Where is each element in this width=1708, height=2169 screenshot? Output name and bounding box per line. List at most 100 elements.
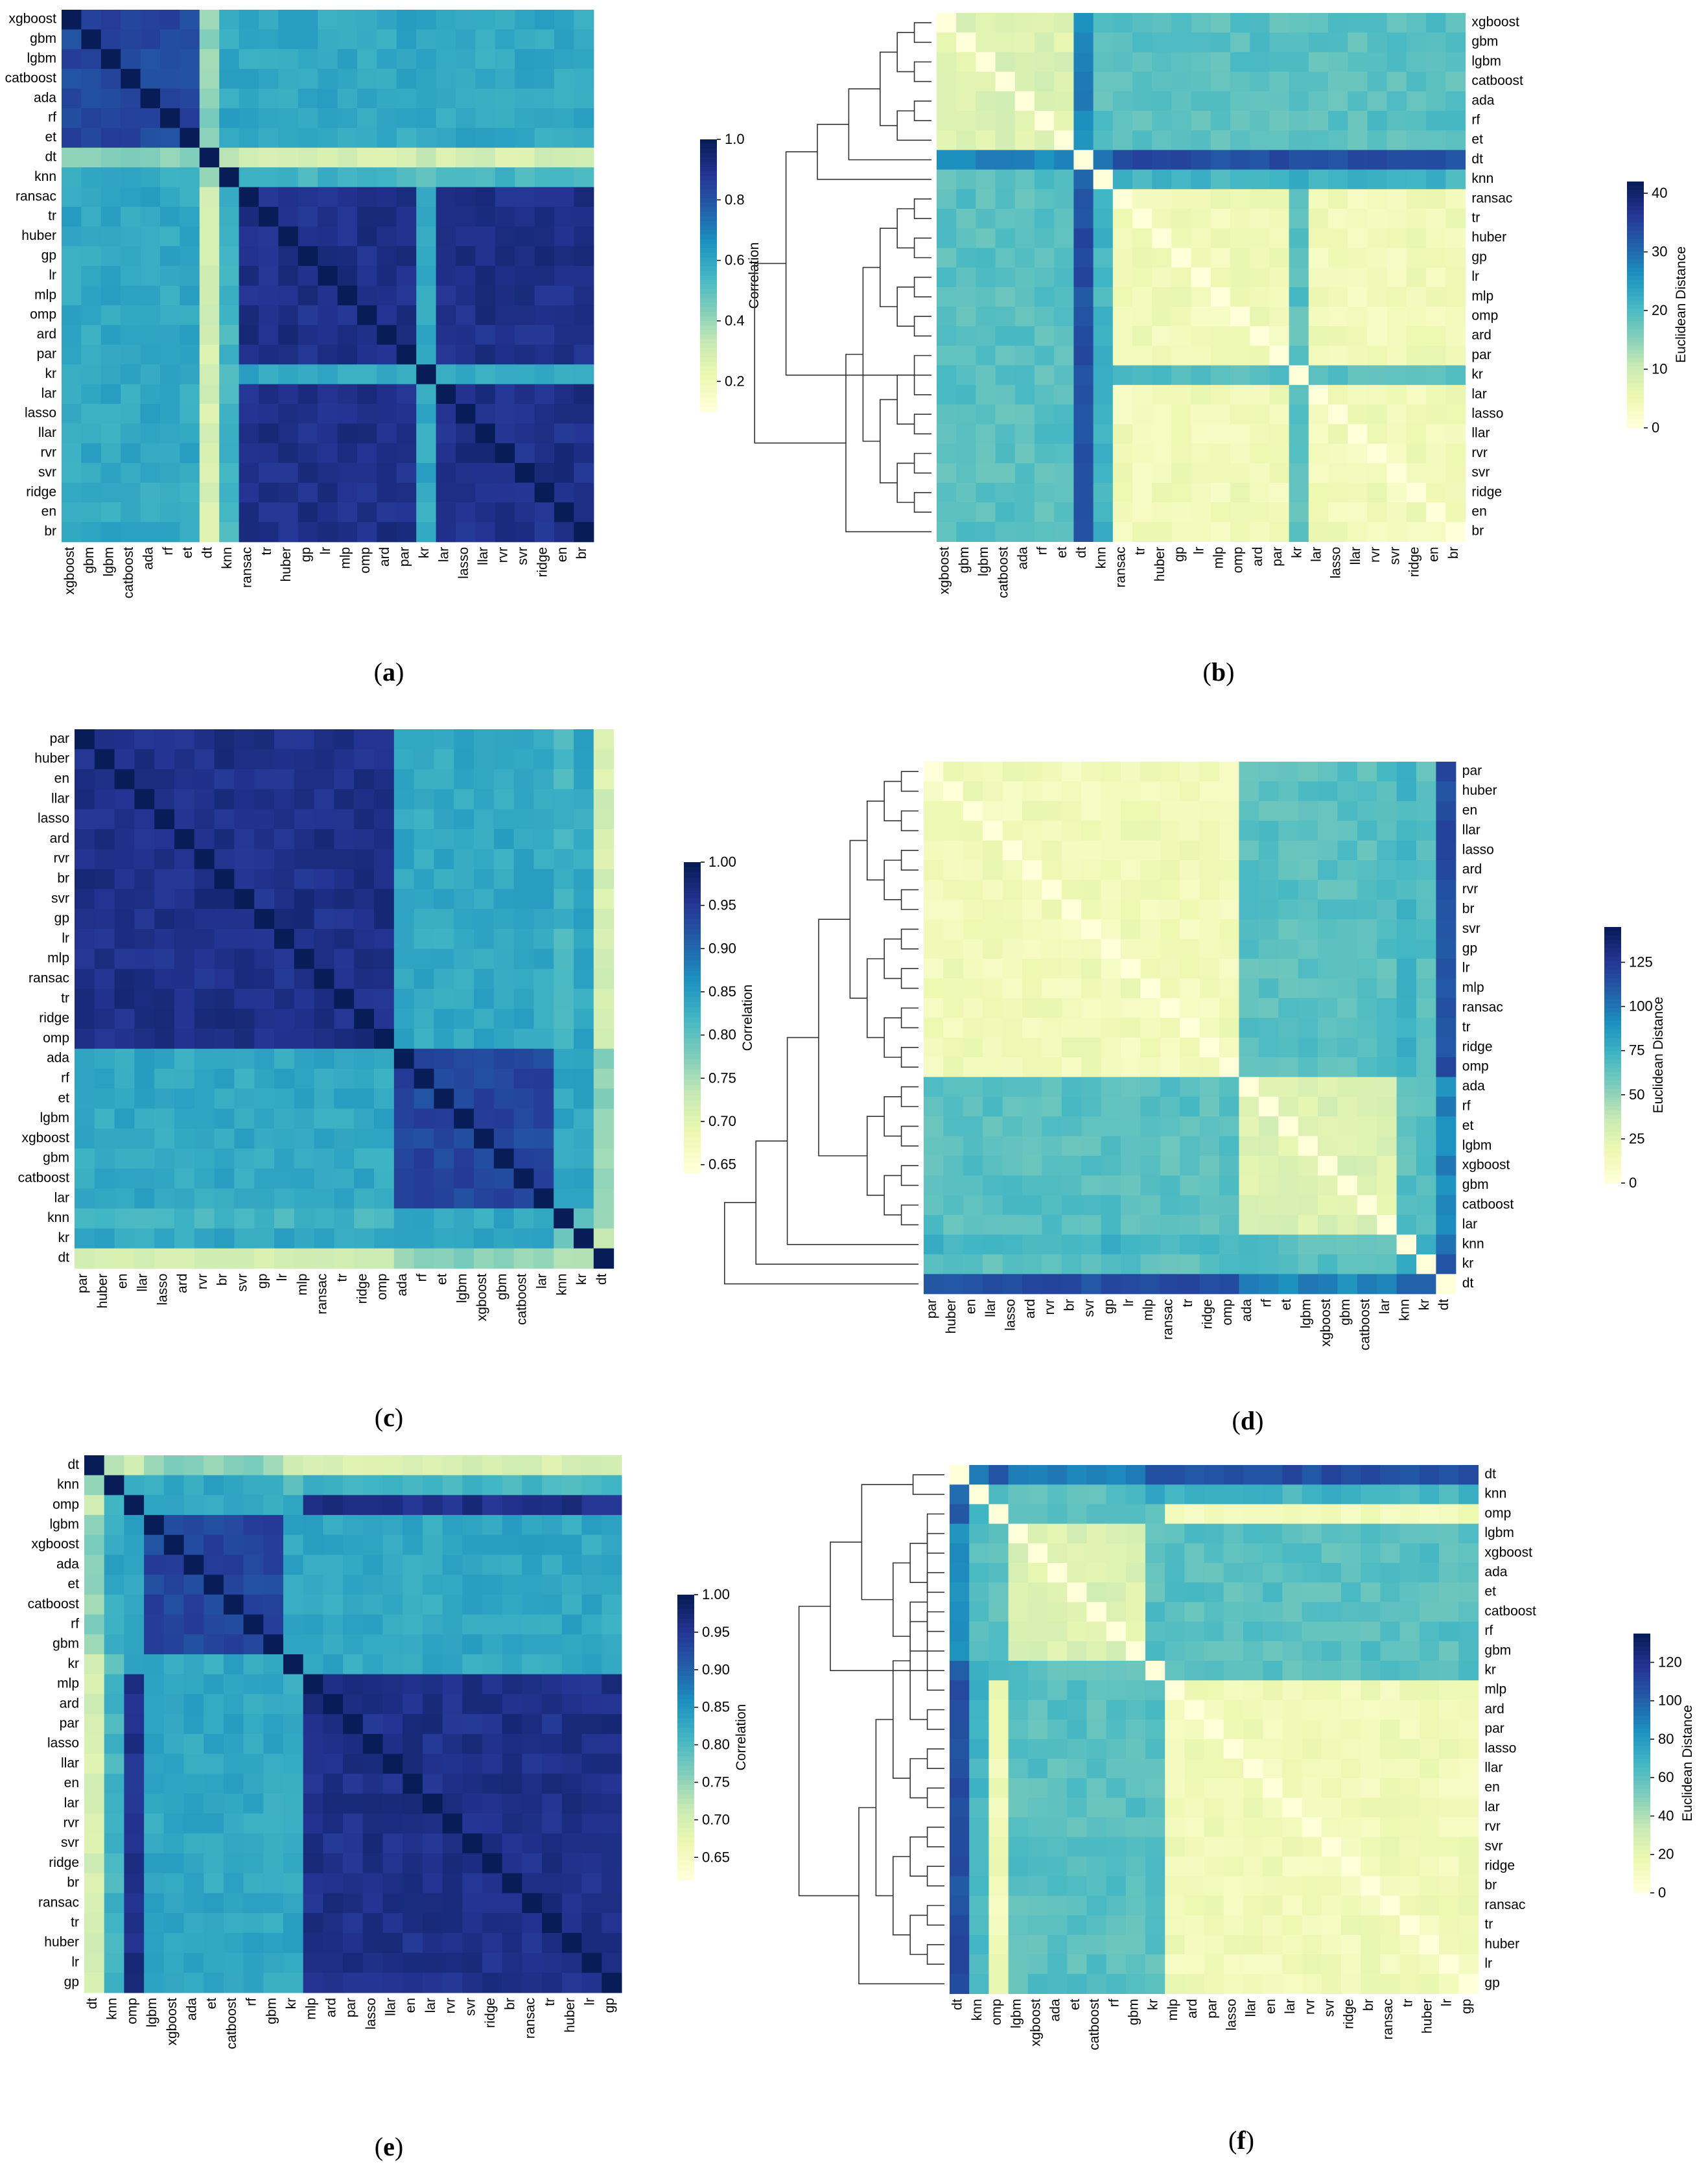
heatmap-cell (1328, 384, 1348, 405)
heatmap-cell (1035, 365, 1055, 386)
heatmap-cell (474, 1029, 495, 1049)
heatmap-cell (154, 1208, 175, 1229)
heatmap-cell (134, 1068, 155, 1089)
heatmap-cell (274, 1129, 295, 1149)
heatmap-cell (75, 1148, 95, 1169)
colorbar-segment (1627, 222, 1644, 228)
heatmap-cell (1042, 1057, 1062, 1077)
heatmap-cell (1361, 1523, 1381, 1544)
heatmap-cell (1067, 1543, 1087, 1564)
colorbar-label: Correlation (734, 1704, 749, 1771)
heatmap-cell (1426, 522, 1446, 542)
heatmap-cell (1419, 1641, 1440, 1661)
heatmap-cell (422, 1774, 443, 1794)
heatmap-cell (574, 948, 594, 970)
heatmap-cell (219, 344, 240, 365)
heatmap-cell (1458, 1680, 1479, 1700)
heatmap-cell (1278, 1096, 1299, 1117)
heatmap-cell (963, 840, 983, 861)
heatmap-cell (393, 1248, 415, 1269)
heatmap-cell (1061, 1077, 1082, 1097)
heatmap-cell (374, 1168, 395, 1189)
heatmap-cell (1219, 1175, 1239, 1196)
heatmap-cell (475, 285, 496, 306)
heatmap-cell (1165, 1817, 1185, 1838)
heatmap-cell (414, 1148, 434, 1169)
heatmap-cell (204, 1913, 224, 1934)
row-label: xgboost (31, 1537, 79, 1552)
heatmap-cell (1416, 998, 1436, 1018)
heatmap-cell (180, 226, 200, 247)
heatmap-cell (234, 1088, 255, 1109)
heatmap-cell (1308, 384, 1329, 405)
heatmap-cell (1380, 1523, 1401, 1544)
heatmap-cell (1348, 346, 1368, 366)
heatmap-cell (318, 463, 338, 484)
heatmap-cell (1081, 1195, 1102, 1215)
heatmap-cell (969, 1484, 989, 1505)
heatmap-cell (1112, 32, 1133, 53)
heatmap-cell (416, 305, 437, 325)
caption-open-paren: ( (375, 1403, 383, 1432)
heatmap-cell (1239, 1096, 1259, 1117)
heatmap-cell (134, 948, 155, 970)
heatmap-cell (214, 1148, 235, 1169)
heatmap-cell (414, 729, 434, 750)
heatmap-cell (937, 424, 957, 444)
heatmap-cell (1282, 1582, 1303, 1602)
heatmap-cells-f (950, 1465, 1479, 1994)
heatmap-cell (1426, 365, 1446, 386)
colorbar-segment (700, 185, 717, 190)
colorbar-segment (677, 1671, 694, 1676)
heatmap-cell (1278, 1274, 1299, 1295)
heatmap-cell (1426, 228, 1446, 248)
colorbar-segment (1604, 1149, 1621, 1154)
heatmap-cell (1073, 365, 1094, 386)
dendrogram-link (900, 928, 918, 950)
heatmap-cell (62, 463, 82, 484)
heatmap-cell (1152, 404, 1172, 425)
heatmap-cell (1125, 1602, 1146, 1623)
heatmap-cell (522, 1733, 543, 1755)
heatmap-cell (121, 404, 141, 424)
heatmap-cell (534, 522, 555, 543)
colorbar-segment (1627, 423, 1644, 428)
heatmap-cell (1282, 1504, 1303, 1525)
heatmap-cell (274, 1009, 295, 1029)
colorbar-segment (684, 873, 701, 878)
heatmap-cell (976, 502, 996, 522)
heatmap-cell (274, 948, 295, 970)
heatmap-cell (1230, 307, 1250, 327)
heatmap-cell (1081, 1254, 1102, 1274)
heatmap-cell (318, 187, 338, 207)
heatmap-cell (1239, 1057, 1259, 1077)
heatmap-cell (602, 1753, 622, 1774)
heatmap-cell (1377, 1018, 1398, 1038)
heatmap-cell (1073, 130, 1094, 150)
heatmap-cell (1219, 1057, 1239, 1077)
dendrogram-link (913, 100, 931, 121)
heatmap-cell (1377, 1136, 1398, 1156)
heatmap-cell (174, 789, 195, 810)
column-label: lgbm (1298, 1299, 1313, 1329)
heatmap-cell (522, 1634, 543, 1655)
heatmap-cell (1140, 1195, 1161, 1215)
heatmap-cell (1112, 130, 1133, 150)
heatmap-cell (1140, 959, 1161, 979)
heatmap-cell (298, 482, 318, 503)
heatmap-cell (239, 463, 259, 484)
column-label: lar (436, 547, 451, 562)
heatmap-cell (924, 998, 944, 1018)
column-label: rf (415, 1273, 430, 1282)
column-label: omp (1220, 1299, 1235, 1326)
heatmap-cell (1367, 267, 1388, 288)
heatmap-cell (298, 207, 318, 227)
heatmap-cell (134, 989, 155, 1009)
heatmap-cell (1093, 52, 1114, 73)
heatmap-cell (1008, 1798, 1029, 1818)
heatmap-cell (1426, 130, 1446, 150)
heatmap-cell (124, 1913, 145, 1934)
heatmap-cell (963, 1215, 983, 1236)
heatmap-cell (144, 1932, 165, 1954)
heatmap-cell (298, 423, 318, 444)
